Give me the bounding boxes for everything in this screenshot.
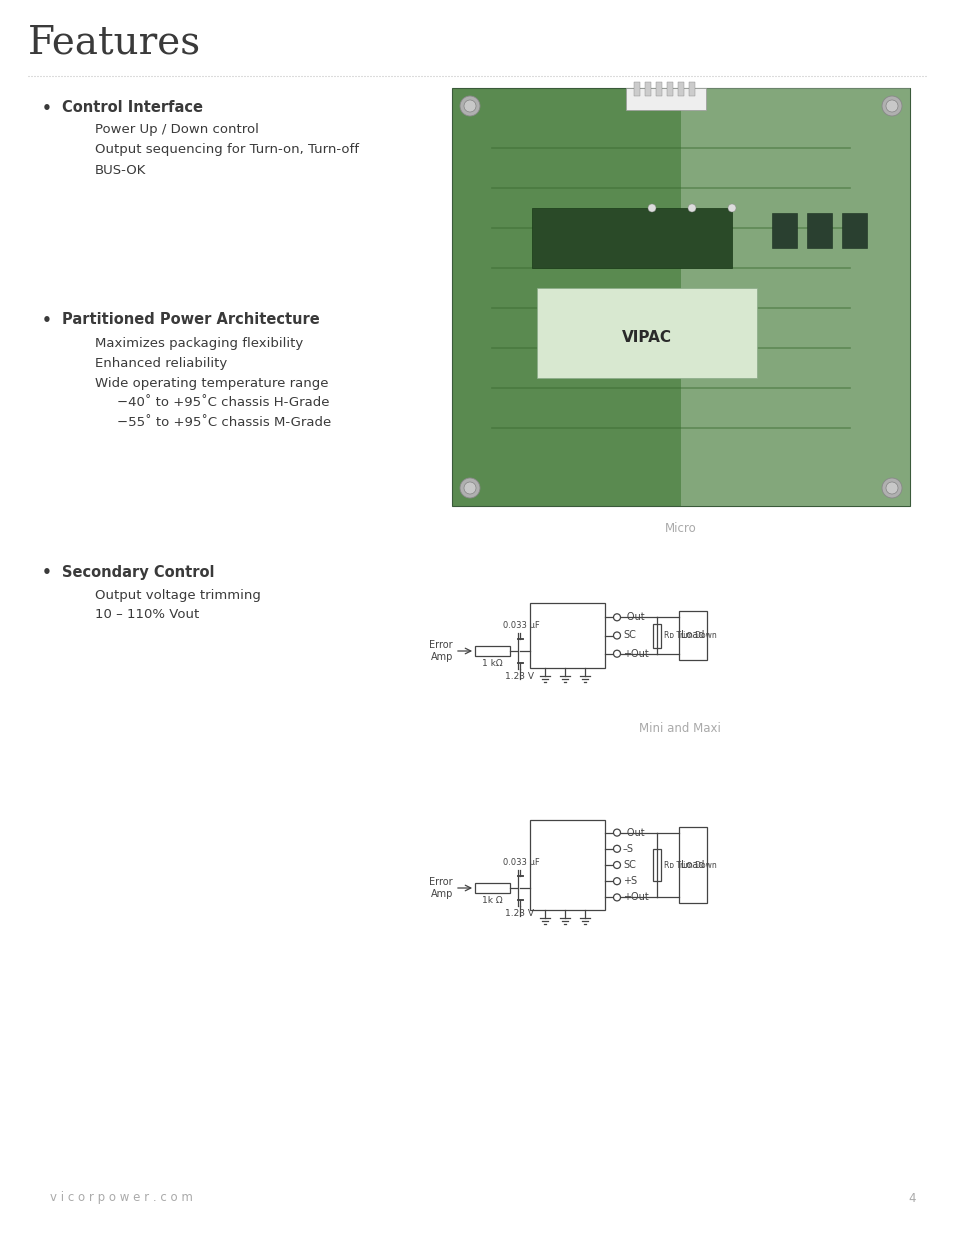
Text: Secondary Control: Secondary Control xyxy=(62,564,214,579)
Text: −55˚ to +95˚C chassis M-Grade: −55˚ to +95˚C chassis M-Grade xyxy=(117,416,331,430)
Circle shape xyxy=(647,204,656,212)
Bar xyxy=(666,82,672,96)
Circle shape xyxy=(459,478,479,498)
Text: Rᴅ Trim Down: Rᴅ Trim Down xyxy=(663,861,716,869)
Bar xyxy=(688,82,695,96)
Text: –Out: –Out xyxy=(622,613,645,622)
Circle shape xyxy=(687,204,696,212)
Circle shape xyxy=(613,614,619,621)
Text: Features: Features xyxy=(28,25,201,62)
Bar xyxy=(625,88,705,110)
Text: Control Interface: Control Interface xyxy=(62,100,203,116)
Bar xyxy=(634,82,639,96)
Text: Error
Amp: Error Amp xyxy=(429,877,453,899)
Bar xyxy=(771,212,796,248)
Circle shape xyxy=(613,650,619,657)
Circle shape xyxy=(613,878,619,884)
Bar xyxy=(644,82,650,96)
Text: 4: 4 xyxy=(907,1192,915,1204)
Text: •: • xyxy=(42,100,51,116)
Circle shape xyxy=(885,482,897,494)
Bar xyxy=(452,88,909,506)
Bar xyxy=(652,624,660,647)
Circle shape xyxy=(885,100,897,112)
Circle shape xyxy=(613,862,619,868)
Circle shape xyxy=(459,96,479,116)
Bar xyxy=(530,603,604,668)
Text: Mini and Maxi: Mini and Maxi xyxy=(639,721,720,735)
Text: 0.033 μF: 0.033 μF xyxy=(502,621,538,630)
Bar xyxy=(530,820,604,910)
Text: Wide operating temperature range: Wide operating temperature range xyxy=(95,377,328,389)
Bar xyxy=(679,611,706,659)
Text: Output voltage trimming: Output voltage trimming xyxy=(95,589,260,601)
Text: •: • xyxy=(42,564,51,579)
Bar xyxy=(652,848,660,881)
Bar xyxy=(678,82,683,96)
Text: 0.033 μF: 0.033 μF xyxy=(502,858,538,867)
Text: •: • xyxy=(42,312,51,327)
Text: Enhanced reliability: Enhanced reliability xyxy=(95,357,227,369)
Text: Maximizes packaging flexibility: Maximizes packaging flexibility xyxy=(95,336,303,350)
Text: 1 kΩ: 1 kΩ xyxy=(481,659,502,668)
Circle shape xyxy=(882,478,901,498)
Text: –Out: –Out xyxy=(622,827,645,837)
Text: 1.23 V: 1.23 V xyxy=(505,909,534,918)
Text: Partitioned Power Architecture: Partitioned Power Architecture xyxy=(62,312,319,327)
Circle shape xyxy=(463,100,476,112)
Text: Error
Amp: Error Amp xyxy=(429,640,453,662)
Bar xyxy=(656,82,661,96)
Text: Load: Load xyxy=(680,860,704,869)
Bar xyxy=(679,826,706,903)
Circle shape xyxy=(613,829,619,836)
Bar xyxy=(532,207,731,268)
Text: Micro: Micro xyxy=(664,521,696,535)
Text: 1k Ω: 1k Ω xyxy=(481,897,502,905)
Text: +S: +S xyxy=(622,876,637,887)
Bar xyxy=(537,288,757,378)
Circle shape xyxy=(613,894,619,900)
Text: Load: Load xyxy=(680,631,704,641)
Bar xyxy=(475,883,510,893)
Text: Power Up / Down control: Power Up / Down control xyxy=(95,124,258,137)
Text: v i c o r p o w e r . c o m: v i c o r p o w e r . c o m xyxy=(50,1192,193,1204)
Text: −40˚ to +95˚C chassis H-Grade: −40˚ to +95˚C chassis H-Grade xyxy=(117,396,329,410)
Circle shape xyxy=(613,845,619,852)
Circle shape xyxy=(727,204,735,212)
Text: 10 – 110% Vout: 10 – 110% Vout xyxy=(95,609,199,621)
Text: +Out: +Out xyxy=(622,893,648,903)
Text: Rᴅ Trim Down: Rᴅ Trim Down xyxy=(663,631,716,640)
Bar xyxy=(680,88,909,506)
Bar xyxy=(806,212,831,248)
Text: SC: SC xyxy=(622,631,636,641)
Circle shape xyxy=(882,96,901,116)
Text: BUS-OK: BUS-OK xyxy=(95,163,146,177)
Bar xyxy=(841,212,866,248)
Text: 1.23 V: 1.23 V xyxy=(505,672,534,680)
Circle shape xyxy=(613,632,619,638)
Bar xyxy=(475,646,510,656)
Text: SC: SC xyxy=(622,860,636,869)
Text: –S: –S xyxy=(622,844,634,853)
Text: Output sequencing for Turn-on, Turn-off: Output sequencing for Turn-on, Turn-off xyxy=(95,143,358,157)
Circle shape xyxy=(463,482,476,494)
Text: VIPAC: VIPAC xyxy=(621,331,671,346)
Text: +Out: +Out xyxy=(622,648,648,658)
